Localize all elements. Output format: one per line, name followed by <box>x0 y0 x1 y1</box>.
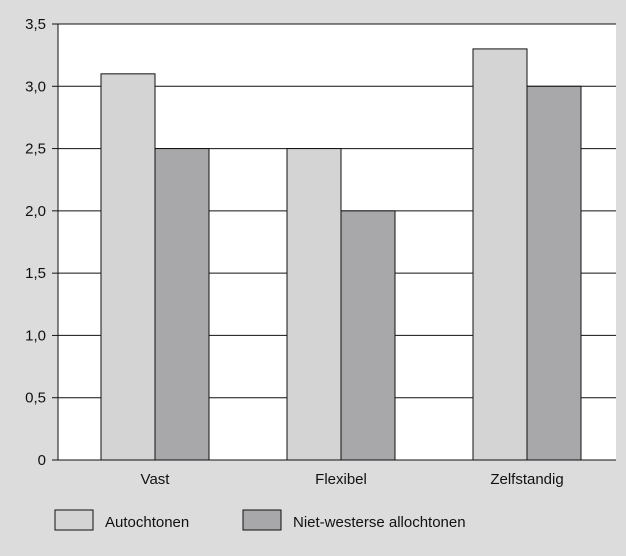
bar-niet-westerse-allochtonen-zelfstandig <box>526 85 582 461</box>
y-tick-label: 3,5 <box>25 16 46 33</box>
legend-label: Niet-westerse allochtonen <box>293 514 466 531</box>
legend-swatch <box>54 509 94 531</box>
legend-label: Autochtonen <box>105 514 189 531</box>
y-tick-label: 3,0 <box>25 78 46 95</box>
bar-autochtonen-flexibel <box>286 148 342 461</box>
bar-niet-westerse-allochtonen-flexibel <box>340 210 396 461</box>
y-tick-label: 0,5 <box>25 390 46 407</box>
legend-swatch <box>242 509 282 531</box>
bar-autochtonen-vast <box>100 73 156 461</box>
y-tick-label: 2,5 <box>25 141 46 158</box>
y-tick-label: 2,0 <box>25 203 46 220</box>
x-category-label: Vast <box>141 471 171 488</box>
bar-autochtonen-zelfstandig <box>472 48 528 461</box>
y-tick-labels: 0 0,5 1,0 1,5 2,0 2,5 3,0 3,5 <box>25 16 46 469</box>
bar-niet-westerse-allochtonen-vast <box>154 148 210 461</box>
x-category-label: Flexibel <box>315 471 367 488</box>
y-tick-label: 1,0 <box>25 327 46 344</box>
y-tick-label: 1,5 <box>25 265 46 282</box>
legend: Autochtonen Niet-westerse allochtonen <box>54 509 466 531</box>
y-tick-label: 0 <box>38 452 46 469</box>
x-category-labels: Vast Flexibel Zelfstandig <box>141 471 564 488</box>
x-category-label: Zelfstandig <box>490 471 563 488</box>
axes <box>52 23 616 461</box>
